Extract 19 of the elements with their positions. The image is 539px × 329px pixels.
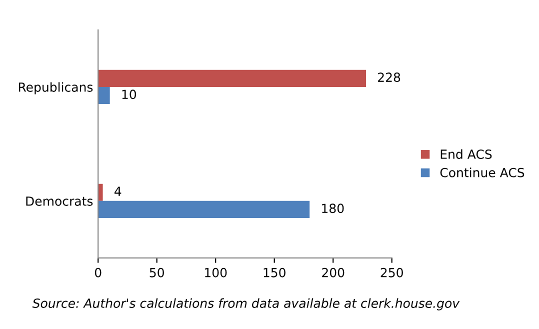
- legend-label: End ACS: [440, 149, 492, 159]
- bar: [98, 86, 110, 104]
- x-tick-label: 50: [150, 268, 164, 278]
- bar: [98, 200, 310, 218]
- x-tick-label: 100: [205, 268, 227, 278]
- x-tick-label: 150: [264, 268, 286, 278]
- x-tick-label: 250: [380, 268, 403, 278]
- data-label: 180: [322, 204, 344, 214]
- y-tick-label: Democrats: [26, 196, 93, 206]
- x-tick-label: 200: [322, 268, 344, 278]
- x-tick-label: 0: [94, 268, 102, 278]
- data-label: 10: [122, 90, 136, 100]
- bar: [98, 184, 103, 201]
- legend-label: Continue ACS: [440, 168, 524, 178]
- source-note: Source: Author's calculations from data available at clerk.house.gov: [32, 298, 460, 310]
- data-label: 4: [114, 186, 122, 196]
- y-tick-label: Republicans: [18, 82, 93, 94]
- data-label: 228: [378, 72, 400, 82]
- bar: [98, 70, 366, 87]
